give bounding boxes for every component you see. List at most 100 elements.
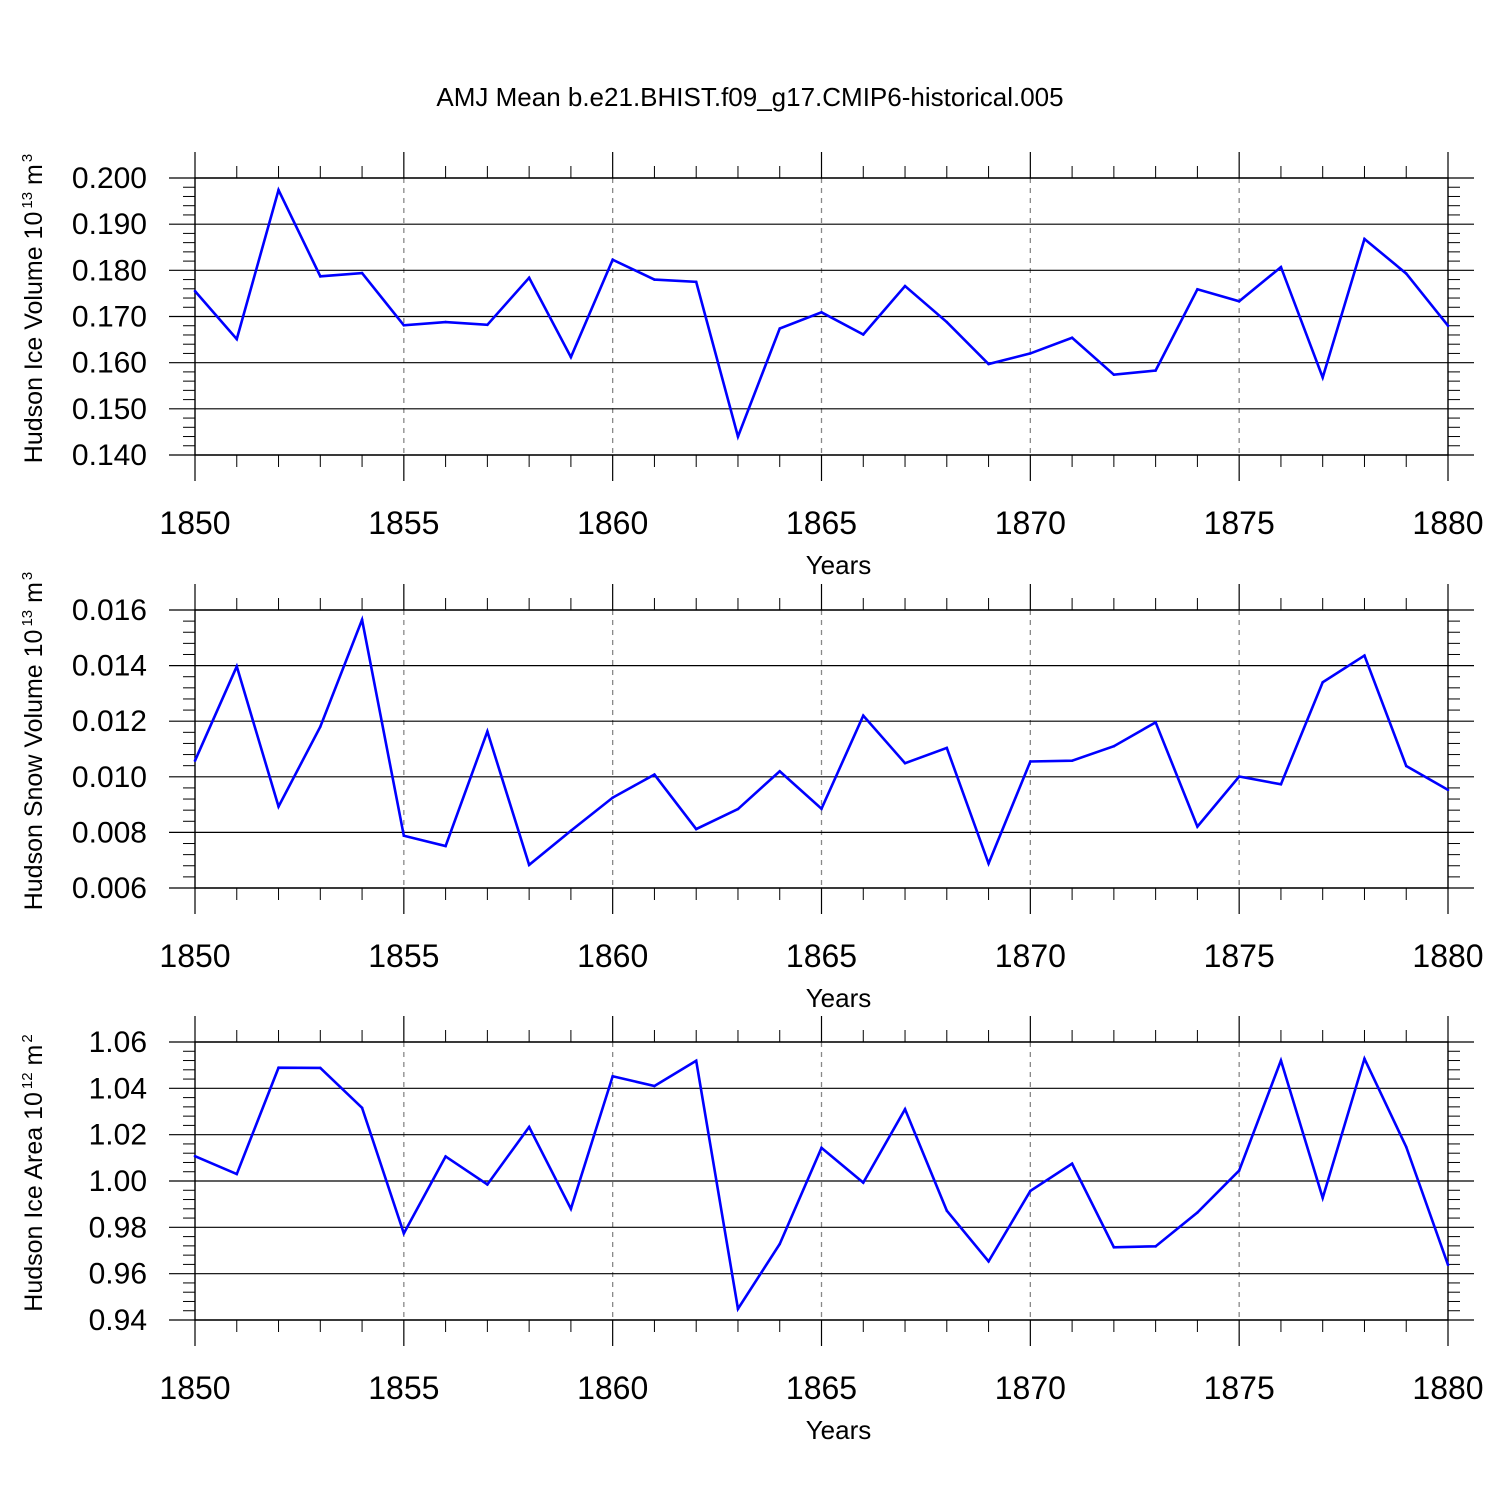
data-point xyxy=(1237,299,1241,303)
y-axis-label: Hudson Ice Volume 10 13 m 3 xyxy=(19,154,48,463)
data-point xyxy=(235,337,239,341)
data-point xyxy=(444,1155,447,1158)
x-tick-label: 1850 xyxy=(159,505,230,541)
data-point xyxy=(945,1209,949,1212)
data-point xyxy=(527,1125,531,1129)
data-point xyxy=(319,725,322,729)
x-axis-label: Years xyxy=(806,983,872,1013)
data-point xyxy=(1029,760,1032,763)
x-tick-label: 1880 xyxy=(1412,938,1483,974)
data-point xyxy=(1279,265,1283,269)
y-tick-label: 0.98 xyxy=(89,1211,147,1244)
data-point xyxy=(820,807,823,811)
data-point xyxy=(402,834,406,838)
x-tick-label: 1860 xyxy=(577,938,648,974)
data-point xyxy=(1237,1169,1241,1172)
y-tick-label: 0.012 xyxy=(72,705,147,738)
data-point xyxy=(569,355,573,359)
data-point xyxy=(1112,1245,1116,1249)
y-label-text: Hudson Snow Volume 10 xyxy=(20,630,48,911)
x-tick-label: 1865 xyxy=(786,938,857,974)
x-tick-label: 1875 xyxy=(1204,1370,1275,1406)
x-tick-label: 1865 xyxy=(786,1370,857,1406)
data-point xyxy=(1279,783,1283,786)
data-point xyxy=(360,271,364,275)
data-point xyxy=(1070,336,1074,340)
y-tick-label: 0.016 xyxy=(72,594,147,627)
data-point xyxy=(903,284,907,288)
y-tick-label: 0.96 xyxy=(89,1258,147,1291)
y-tick-label: 0.010 xyxy=(72,761,147,794)
x-tick-label: 1870 xyxy=(995,938,1066,974)
data-point xyxy=(736,807,740,811)
plot-frame xyxy=(194,609,1449,889)
y-tick-label: 0.160 xyxy=(72,347,147,380)
data-point xyxy=(820,311,823,314)
data-point xyxy=(1404,764,1408,768)
data-point xyxy=(987,862,990,865)
data-point xyxy=(1070,759,1074,762)
data-point xyxy=(1404,1145,1408,1149)
y-label-unit-exponent: 3 xyxy=(19,154,36,162)
data-point xyxy=(402,1232,406,1235)
data-point xyxy=(903,761,907,765)
data-point xyxy=(1321,376,1324,379)
y-label-unit: m xyxy=(20,1045,48,1073)
y-label-text: Hudson Ice Area 10 xyxy=(20,1092,48,1312)
y-label-text: Hudson Ice Volume 10 xyxy=(20,212,48,464)
data-point xyxy=(778,327,782,330)
data-point xyxy=(1070,1162,1074,1165)
data-point xyxy=(861,714,865,717)
data-point xyxy=(1029,352,1032,355)
y-tick-label: 0.150 xyxy=(72,393,147,426)
data-point xyxy=(193,1154,197,1158)
data-point xyxy=(694,280,698,284)
data-point xyxy=(277,805,280,808)
data-point xyxy=(1196,825,1199,828)
data-point xyxy=(1154,1245,1157,1248)
panels: 0.140 0.150 0.160 0.170 0.180 0.190 0.200 1850 1… xyxy=(19,152,1484,1445)
y-label-unit: m xyxy=(20,164,48,192)
data-point xyxy=(486,1183,489,1186)
data-point xyxy=(1112,373,1116,376)
data-point xyxy=(861,1181,865,1184)
x-tick-label: 1860 xyxy=(577,1370,648,1406)
x-tick-label: 1880 xyxy=(1412,505,1483,541)
x-tick-label: 1865 xyxy=(786,505,857,541)
x-tick-label: 1855 xyxy=(368,938,439,974)
data-point xyxy=(1446,788,1450,792)
y-tick-label: 1.04 xyxy=(89,1072,147,1105)
y-tick-label: 0.180 xyxy=(72,254,147,287)
data-point xyxy=(193,289,197,293)
x-tick-label: 1850 xyxy=(159,938,230,974)
data-point xyxy=(1321,680,1324,684)
data-point xyxy=(235,1172,239,1176)
y-tick-label: 1.06 xyxy=(89,1026,147,1059)
data-point xyxy=(987,362,990,366)
data-point xyxy=(653,773,656,776)
data-point xyxy=(611,796,614,799)
data-point xyxy=(820,1146,823,1150)
y-label-exponent: 12 xyxy=(19,1072,36,1089)
data-point xyxy=(1112,744,1116,748)
y-tick-label: 1.00 xyxy=(89,1165,147,1198)
data-point xyxy=(1237,775,1241,778)
data-point xyxy=(694,827,698,831)
data-point xyxy=(235,665,239,668)
data-point xyxy=(1363,654,1366,657)
data-point xyxy=(1446,1263,1450,1267)
data-point xyxy=(569,829,573,833)
y-label-unit: m xyxy=(20,582,48,610)
data-point xyxy=(360,618,364,622)
x-tick-label: 1875 xyxy=(1204,505,1275,541)
y-tick-label: 1.02 xyxy=(89,1119,147,1152)
data-point xyxy=(987,1260,990,1263)
y-tick-label: 0.190 xyxy=(72,208,147,241)
panel-3: 0.94 0.96 0.98 1.00 1.02 1.04 1.06 1850 1855 1860… xyxy=(19,1016,1484,1445)
x-tick-label: 1860 xyxy=(577,505,648,541)
y-label-unit-exponent: 3 xyxy=(19,572,36,580)
data-point xyxy=(402,323,406,327)
data-point xyxy=(444,844,447,848)
chart-title: AMJ Mean b.e21.BHIST.f09_g17.CMIP6-histo… xyxy=(436,82,1063,112)
